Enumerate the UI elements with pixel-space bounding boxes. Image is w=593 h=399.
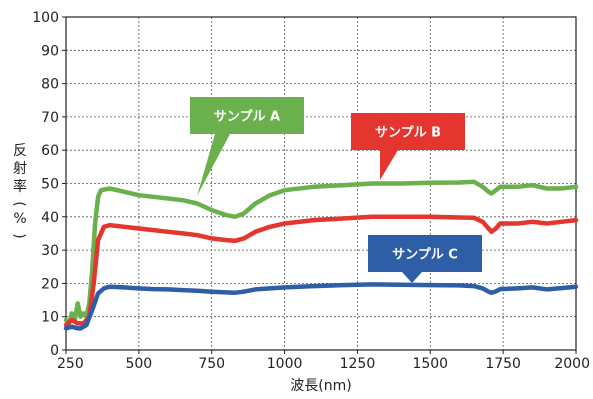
x-tick-label: 2000 bbox=[554, 356, 590, 372]
callout-2: サンプル B bbox=[351, 113, 465, 180]
callout-label: サンプル C bbox=[392, 248, 458, 263]
x-axis-ticks: 250 500 750 1000 1250 1500 1750 2000 bbox=[57, 350, 590, 372]
callout-3: サンプル C bbox=[368, 235, 482, 283]
callout-pointer bbox=[380, 150, 398, 180]
x-tick-label: 250 bbox=[57, 356, 84, 372]
y-axis-title-char: % bbox=[13, 211, 26, 227]
y-tick-label: 0 bbox=[50, 343, 59, 359]
series-line bbox=[63, 282, 579, 331]
callout-box bbox=[368, 235, 482, 272]
y-tick-label: 80 bbox=[41, 77, 59, 93]
series-lines bbox=[63, 179, 579, 331]
y-tick-label: 10 bbox=[41, 310, 59, 326]
y-tick-label: 70 bbox=[41, 110, 59, 126]
x-tick-label: 1250 bbox=[340, 356, 376, 372]
callout-label: サンプル A bbox=[214, 110, 280, 125]
y-axis-title-char: ( bbox=[11, 201, 27, 206]
x-tick-label: 1000 bbox=[267, 356, 303, 372]
callout-label: サンプル B bbox=[375, 126, 441, 141]
y-axis-title-char: 率 bbox=[13, 178, 27, 195]
series-line bbox=[63, 214, 579, 328]
x-tick-label: 500 bbox=[125, 356, 152, 372]
x-tick-label: 1750 bbox=[485, 356, 521, 372]
y-tick-label: 20 bbox=[41, 276, 59, 292]
x-tick-label: 750 bbox=[198, 356, 225, 372]
y-tick-label: 100 bbox=[32, 10, 59, 26]
y-tick-label: 60 bbox=[41, 143, 59, 159]
callout-pointer bbox=[402, 272, 422, 283]
x-axis-title: 波長(nm) bbox=[290, 378, 351, 394]
gridlines bbox=[66, 17, 576, 350]
x-tick-label: 1500 bbox=[412, 356, 448, 372]
callout-box bbox=[190, 97, 304, 134]
y-tick-label: 90 bbox=[41, 43, 59, 59]
callout-pointer bbox=[197, 134, 230, 196]
y-axis-title-char: ) bbox=[11, 233, 27, 238]
series-line bbox=[63, 179, 579, 326]
y-tick-label: 50 bbox=[41, 177, 59, 193]
y-axis-title-char: 射 bbox=[13, 161, 27, 177]
y-tick-label: 40 bbox=[41, 210, 59, 226]
y-axis-title: 反射率 (%) bbox=[11, 143, 27, 239]
y-axis-ticks: 0 10 20 30 40 50 60 70 80 90 100 bbox=[32, 10, 66, 359]
callout-1: サンプル A bbox=[190, 97, 304, 196]
callout-box bbox=[351, 113, 465, 150]
series-callouts: サンプル A サンプル B サンプル C bbox=[190, 97, 482, 283]
y-axis-title-char: 反 bbox=[13, 143, 27, 159]
y-tick-label: 30 bbox=[41, 243, 59, 259]
